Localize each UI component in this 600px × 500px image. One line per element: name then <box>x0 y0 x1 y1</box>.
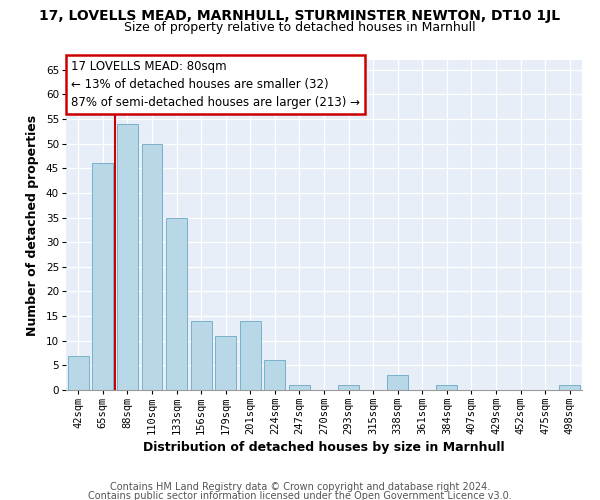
Bar <box>436 385 457 390</box>
Bar <box>559 385 580 390</box>
Bar <box>142 144 163 390</box>
Bar <box>387 375 408 390</box>
Bar <box>117 124 138 390</box>
Text: Contains public sector information licensed under the Open Government Licence v3: Contains public sector information licen… <box>88 491 512 500</box>
Bar <box>265 360 286 390</box>
Text: 17 LOVELLS MEAD: 80sqm
← 13% of detached houses are smaller (32)
87% of semi-det: 17 LOVELLS MEAD: 80sqm ← 13% of detached… <box>71 60 360 109</box>
Bar <box>289 385 310 390</box>
Bar <box>191 321 212 390</box>
X-axis label: Distribution of detached houses by size in Marnhull: Distribution of detached houses by size … <box>143 442 505 454</box>
Bar <box>240 321 261 390</box>
Bar <box>92 164 113 390</box>
Bar <box>166 218 187 390</box>
Bar <box>338 385 359 390</box>
Text: Size of property relative to detached houses in Marnhull: Size of property relative to detached ho… <box>124 21 476 34</box>
Text: 17, LOVELLS MEAD, MARNHULL, STURMINSTER NEWTON, DT10 1JL: 17, LOVELLS MEAD, MARNHULL, STURMINSTER … <box>40 9 560 23</box>
Bar <box>68 356 89 390</box>
Text: Contains HM Land Registry data © Crown copyright and database right 2024.: Contains HM Land Registry data © Crown c… <box>110 482 490 492</box>
Y-axis label: Number of detached properties: Number of detached properties <box>26 114 39 336</box>
Bar <box>215 336 236 390</box>
